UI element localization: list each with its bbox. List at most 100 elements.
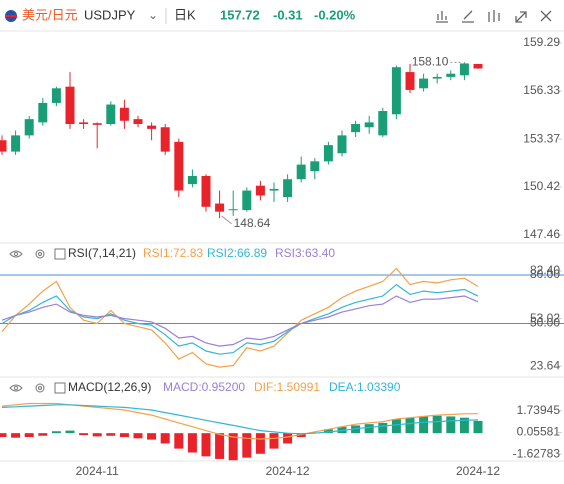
- histogram-bar: [0, 433, 7, 438]
- x-tick-label: 2024-12: [266, 464, 310, 478]
- y-tick-label: 0.05581: [517, 425, 561, 439]
- dropdown-arrow[interactable]: ⌄: [148, 8, 158, 22]
- y-tick-label: 159.29: [523, 35, 560, 49]
- y-tick-label: 153.37: [523, 131, 560, 145]
- histogram-bar: [446, 416, 456, 434]
- candle-body: [51, 88, 61, 103]
- candle-body: [24, 119, 34, 136]
- candle-body: [79, 122, 89, 125]
- candle-body: [215, 203, 225, 212]
- histogram-bar: [255, 433, 265, 454]
- candle-body: [160, 127, 170, 152]
- change-percent: -0.20%: [314, 7, 356, 22]
- histogram-bar: [419, 416, 429, 434]
- candle-body: [432, 76, 442, 79]
- candle-body: [351, 124, 361, 133]
- candle-body: [391, 67, 401, 115]
- histogram-bar: [269, 433, 279, 449]
- candle-body: [378, 111, 388, 136]
- histogram-bar: [92, 433, 102, 437]
- candle-body: [337, 135, 347, 154]
- histogram-bar: [323, 429, 333, 434]
- histogram-bar: [133, 433, 143, 439]
- histogram-bar: [459, 417, 469, 434]
- candle-body: [119, 107, 129, 121]
- pair-name: 美元/日元: [22, 7, 78, 22]
- histogram-bar: [432, 415, 442, 434]
- candle-body: [296, 164, 306, 180]
- y-tick-label: 156.33: [523, 83, 560, 97]
- symbol: USDJPY: [84, 7, 136, 22]
- period[interactable]: 日K: [174, 7, 196, 22]
- macd-controls[interactable]: [9, 382, 66, 394]
- y-tick-label: 1.73945: [517, 403, 561, 417]
- change: -0.31: [273, 7, 303, 22]
- candle-body: [38, 102, 48, 123]
- candle-body: [446, 73, 456, 77]
- histogram-bar: [405, 417, 415, 434]
- candle-body: [269, 188, 279, 191]
- low-label: 148.64: [234, 216, 271, 230]
- price: 157.72: [220, 7, 260, 22]
- indicator-line: [1, 283, 479, 355]
- candle-body: [419, 78, 429, 89]
- candle-body: [65, 86, 75, 125]
- candle-body: [459, 63, 469, 76]
- histogram-bar: [391, 419, 401, 434]
- candle-body: [174, 141, 184, 191]
- y-tick-label: 82.40: [530, 263, 560, 277]
- candle-body: [228, 209, 238, 211]
- histogram-bar: [24, 433, 34, 438]
- legend-entry: RSI3:63.40: [275, 246, 335, 260]
- histogram-bar: [378, 422, 388, 434]
- legend-entry: RSI1:72.83: [143, 246, 203, 260]
- histogram-bar: [38, 433, 48, 436]
- reference-label: 80.00: [530, 267, 560, 281]
- indicator-line: [1, 267, 479, 368]
- histogram-bar: [337, 426, 347, 434]
- indicator-button[interactable]: [436, 11, 448, 23]
- histogram-bar: [351, 425, 361, 434]
- y-tick-label: 23.64: [530, 358, 560, 372]
- candle-style-button[interactable]: [488, 10, 500, 22]
- rsi-title: RSI(7,14,21): [68, 246, 136, 260]
- y-tick-label: 150.42: [523, 179, 560, 193]
- histogram-bar: [65, 430, 75, 434]
- x-tick-label: 2024-11: [76, 464, 119, 478]
- histogram-bar: [364, 424, 374, 434]
- candle-body: [201, 175, 211, 207]
- histogram-bar: [228, 433, 238, 461]
- draw-button[interactable]: [462, 10, 474, 23]
- x-tick-label: 2024-12: [456, 464, 500, 478]
- legend-entry: DEA:1.03390: [329, 380, 401, 394]
- rsi-controls[interactable]: [9, 248, 66, 260]
- candle-body: [310, 161, 320, 172]
- histogram-bar: [242, 433, 252, 458]
- candle-body: [11, 135, 21, 152]
- macd-title: MACD(12,26,9): [68, 380, 151, 394]
- histogram-bar: [187, 433, 197, 453]
- indicator-line: [1, 404, 479, 435]
- candle-body: [283, 179, 293, 198]
- indicator-line: [1, 295, 479, 347]
- legend-entry: MACD:0.95200: [163, 380, 245, 394]
- histogram-bar: [51, 431, 61, 434]
- candle-body: [106, 104, 116, 125]
- candle-body: [323, 145, 333, 162]
- candle-body: [255, 185, 265, 196]
- histogram-bar: [119, 433, 129, 438]
- histogram-bar: [283, 433, 293, 444]
- candle-body: [92, 123, 102, 125]
- histogram-bar: [215, 433, 225, 459]
- y-tick-label: -1.62783: [513, 446, 561, 460]
- close-button[interactable]: [540, 10, 552, 22]
- fullscreen-button[interactable]: [515, 11, 527, 23]
- y-tick-label: 53.02: [530, 311, 560, 325]
- histogram-bar: [106, 433, 116, 436]
- histogram-bar: [201, 433, 211, 457]
- histogram-bar: [174, 433, 184, 449]
- candle-body: [0, 140, 7, 152]
- candle-body: [133, 119, 143, 125]
